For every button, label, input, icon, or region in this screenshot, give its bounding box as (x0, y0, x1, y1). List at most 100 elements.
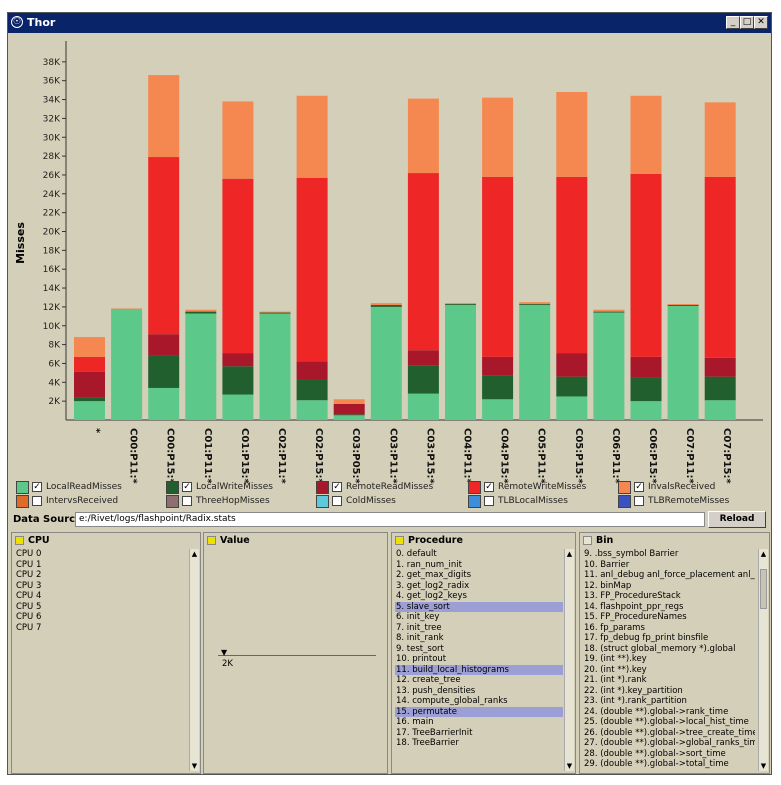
bin-list-item[interactable]: 22. (int *).key_partition (584, 685, 683, 696)
bin-list-item[interactable]: 14. flashpoint_ppr_regs (584, 601, 684, 612)
scroll-down-icon[interactable]: ▼ (760, 762, 767, 770)
bin-scroll-thumb[interactable] (760, 569, 767, 609)
title-bar[interactable]: ☉ Thor _ □ ✕ (8, 13, 771, 33)
bar-segment[interactable] (556, 396, 588, 420)
bar-segment[interactable] (482, 375, 514, 400)
app-icon[interactable]: ☉ (11, 16, 23, 28)
bar-segment[interactable] (704, 102, 736, 177)
bar-segment[interactable] (148, 75, 180, 158)
bar-segment[interactable] (593, 309, 625, 312)
procedure-list-item[interactable]: 9. test_sort (396, 643, 444, 654)
bar-segment[interactable] (333, 415, 365, 420)
procedure-list-item[interactable]: 4. get_log2_keys (396, 591, 467, 601)
bar-segment[interactable] (519, 302, 551, 305)
bar-segment[interactable] (222, 366, 254, 395)
bar-segment[interactable] (556, 353, 588, 377)
procedure-list-item[interactable]: 15. permutate (395, 706, 563, 717)
bar-segment[interactable] (222, 394, 254, 420)
procedure-list-item[interactable]: 10. printout (396, 654, 447, 664)
bar-segment[interactable] (296, 177, 328, 362)
bar-segment[interactable] (593, 312, 625, 420)
bin-list-item[interactable]: 19. (int **).key (584, 654, 647, 664)
bin-list-item[interactable]: 13. FP_ProcedureStack (584, 591, 681, 601)
bar-segment[interactable] (704, 400, 736, 420)
cpu-list-item[interactable]: CPU 6 (16, 612, 42, 622)
bar-segment[interactable] (445, 303, 476, 305)
bin-list-item[interactable]: 12. binMap (584, 580, 632, 591)
scroll-down-icon[interactable]: ▼ (191, 762, 198, 770)
bin-list-item[interactable]: 24. (double **).global->rank_time (584, 706, 729, 717)
procedure-list-item[interactable]: 12. create_tree (396, 675, 461, 685)
bin-list-item[interactable]: 15. FP_ProcedureNames (584, 612, 687, 622)
bin-list-item[interactable]: 16. fp_params (584, 622, 645, 633)
value-slider-thumb-icon[interactable]: ▼ (221, 648, 228, 657)
bar-segment[interactable] (519, 305, 551, 420)
procedure-panel-toggle[interactable] (395, 536, 404, 545)
bin-list-item[interactable]: 10. Barrier (584, 559, 630, 570)
bar-segment[interactable] (148, 387, 180, 420)
bin-list-item[interactable]: 29. (double **).global->total_time (584, 759, 729, 769)
procedure-list-item[interactable]: 0. default (396, 549, 437, 559)
legend-checkbox[interactable]: ✓ (634, 482, 644, 492)
bar-segment[interactable] (704, 357, 736, 377)
procedure-list-item[interactable]: 8. init_rank (396, 633, 444, 643)
bar-segment[interactable] (259, 311, 291, 313)
procedure-list-item[interactable]: 3. get_log2_radix (396, 580, 470, 591)
data-source-input[interactable]: e:/Rivet/logs/flashpoint/Radix.stats (75, 512, 705, 527)
bar-segment[interactable] (296, 379, 328, 401)
bar-segment[interactable] (222, 101, 254, 179)
bar-segment[interactable] (593, 311, 625, 313)
bar-segment[interactable] (74, 371, 105, 398)
bar-segment[interactable] (704, 176, 736, 358)
bar-segment[interactable] (185, 311, 217, 314)
cpu-panel-toggle[interactable] (15, 536, 24, 545)
procedure-list-item[interactable]: 18. TreeBarrier (396, 738, 459, 748)
bar-segment[interactable] (407, 350, 439, 366)
bar-segment[interactable] (74, 356, 105, 372)
bar-segment[interactable] (333, 403, 365, 415)
cpu-scrollbar[interactable]: ▲ ▼ (189, 549, 199, 771)
legend-checkbox[interactable] (484, 496, 494, 506)
scroll-up-icon[interactable]: ▲ (566, 550, 573, 558)
value-slider-track[interactable] (218, 655, 376, 656)
bar-segment[interactable] (630, 174, 662, 357)
procedure-list-item[interactable]: 14. compute_global_ranks (396, 696, 508, 706)
bar-segment[interactable] (667, 305, 699, 420)
cpu-list-item[interactable]: CPU 5 (16, 601, 42, 612)
bar-segment[interactable] (370, 305, 402, 307)
bin-list-item[interactable]: 25. (double **).global->local_hist_time (584, 717, 749, 727)
bar-segment[interactable] (148, 355, 180, 388)
scroll-down-icon[interactable]: ▼ (566, 762, 573, 770)
bin-list-item[interactable]: 9. .bss_symbol Barrier (584, 549, 679, 559)
bar-segment[interactable] (482, 399, 514, 420)
cpu-list-item[interactable]: CPU 0 (16, 549, 42, 559)
bar-segment[interactable] (333, 414, 365, 416)
bar-segment[interactable] (482, 356, 514, 376)
bar-segment[interactable] (74, 397, 105, 402)
bar-segment[interactable] (296, 361, 328, 380)
bar-segment[interactable] (74, 337, 105, 357)
bar-segment[interactable] (148, 157, 180, 335)
bar-segment[interactable] (407, 98, 439, 174)
procedure-list-item[interactable]: 11. build_local_histograms (395, 664, 563, 675)
bar-segment[interactable] (259, 312, 291, 314)
bin-list-item[interactable]: 26. (double **).global->tree_create_time (584, 727, 755, 738)
bar-segment[interactable] (148, 334, 180, 356)
bar-segment[interactable] (556, 176, 588, 354)
cpu-list-item[interactable]: CPU 2 (16, 570, 42, 580)
bar-segment[interactable] (445, 304, 476, 306)
bar-segment[interactable] (667, 305, 699, 306)
bin-list-item[interactable]: 21. (int *).rank (584, 675, 647, 685)
bin-list-item[interactable]: 11. anl_debug anl_force_placement anl_p (584, 570, 755, 580)
bar-segment[interactable] (222, 178, 254, 354)
bar-segment[interactable] (556, 92, 588, 177)
procedure-list-item[interactable]: 5. slave_sort (395, 601, 563, 612)
bar-segment[interactable] (630, 401, 662, 420)
bar-segment[interactable] (185, 313, 217, 420)
bar-segment[interactable] (407, 365, 439, 394)
procedure-list-item[interactable]: 7. init_tree (396, 622, 442, 633)
bar-segment[interactable] (407, 393, 439, 420)
procedure-list-item[interactable]: 17. TreeBarrierInit (396, 727, 473, 738)
bar-segment[interactable] (296, 95, 328, 178)
bar-segment[interactable] (296, 400, 328, 420)
